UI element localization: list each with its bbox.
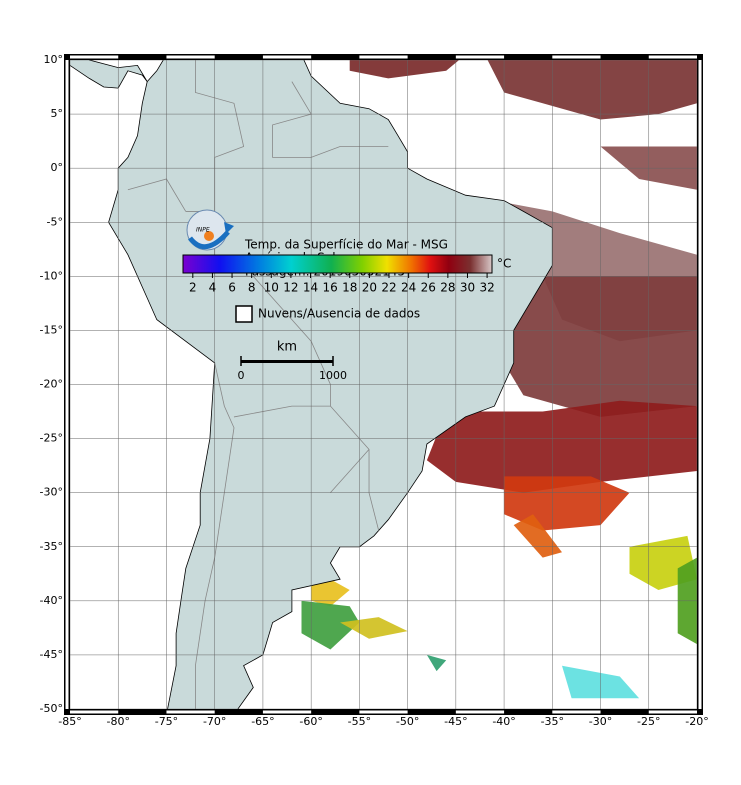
title: Temp. da Superfície do Mar - MSG bbox=[244, 238, 448, 252]
y-tick-label: -50° bbox=[40, 702, 63, 715]
scale-unit: km bbox=[277, 340, 297, 355]
sst-patch bbox=[487, 60, 697, 120]
x-tick-label: -55° bbox=[348, 715, 371, 728]
sst-patch bbox=[426, 400, 697, 493]
x-tick-label: -75° bbox=[155, 715, 178, 728]
colorbar-tick-label: 22 bbox=[381, 281, 396, 295]
x-tick-label: -25° bbox=[637, 715, 660, 728]
sst-patch bbox=[340, 617, 408, 639]
border bbox=[233, 405, 331, 418]
colorbar-tick-label: 26 bbox=[421, 281, 436, 295]
border bbox=[272, 81, 389, 158]
y-tick-label: -40° bbox=[40, 594, 63, 607]
y-tick-label: -35° bbox=[40, 540, 63, 553]
legend-box bbox=[235, 305, 253, 323]
colorbar-tick-label: 20 bbox=[362, 281, 377, 295]
x-tick-label: -70° bbox=[203, 715, 226, 728]
sst-patch bbox=[349, 60, 460, 79]
colorbar-tick-label: 6 bbox=[228, 281, 236, 295]
y-tick-label: -10° bbox=[40, 269, 63, 282]
y-tick-label: -5° bbox=[47, 215, 63, 228]
y-tick-label: 0° bbox=[51, 161, 64, 174]
logo-sun bbox=[204, 231, 214, 241]
x-tick-label: -80° bbox=[106, 715, 129, 728]
colorbar-tick-label: 16 bbox=[323, 281, 338, 295]
sst-patch bbox=[301, 600, 360, 650]
colorbar bbox=[182, 254, 493, 274]
annotations: 2 4 6 8 10 12 14 16 18 20 22 24 26 28 30 320 1000 bbox=[189, 273, 495, 382]
x-tick-label: -40° bbox=[492, 715, 515, 728]
colorbar-tick-label: 32 bbox=[479, 281, 494, 295]
logo-arrow bbox=[224, 222, 234, 234]
x-tick-label: -50° bbox=[396, 715, 419, 728]
scale-tick-label: 0 bbox=[238, 369, 245, 382]
scale-tick-label: 1000 bbox=[319, 369, 347, 382]
colorbar-tick-label: 4 bbox=[209, 281, 217, 295]
legend-label: Nuvens/Ausencia de dados bbox=[258, 307, 420, 321]
x-tick-label: -85° bbox=[58, 715, 81, 728]
sst-patch bbox=[504, 476, 630, 531]
colorbar-unit: °C bbox=[497, 257, 511, 271]
y-tick-label: 5° bbox=[51, 107, 64, 120]
x-tick-label: -45° bbox=[444, 715, 467, 728]
colorbar-tick-label: 24 bbox=[401, 281, 416, 295]
colorbar-tick-label: 18 bbox=[342, 281, 357, 295]
colorbar-tick-label: 28 bbox=[440, 281, 455, 295]
map-area bbox=[70, 60, 697, 709]
x-tick-label: -35° bbox=[541, 715, 564, 728]
colorbar-tick-label: 2 bbox=[189, 281, 197, 295]
sst-patch bbox=[311, 579, 350, 607]
y-tick-label: -45° bbox=[40, 648, 63, 661]
colorbar-tick-label: 14 bbox=[303, 281, 318, 295]
colorbar-tick-label: 30 bbox=[460, 281, 475, 295]
y-tick-label: 10° bbox=[44, 53, 64, 66]
x-tick-label: -30° bbox=[589, 715, 612, 728]
logo-arc bbox=[188, 230, 230, 250]
x-tick-label: -65° bbox=[251, 715, 274, 728]
y-tick-label: -15° bbox=[40, 323, 63, 336]
sst-patch bbox=[426, 654, 447, 672]
scale-bar bbox=[241, 360, 333, 363]
land bbox=[70, 60, 148, 89]
x-tick-label: -60° bbox=[299, 715, 322, 728]
y-tick-label: -30° bbox=[40, 486, 63, 499]
x-tick-label: -20° bbox=[685, 715, 708, 728]
colorbar-tick-label: 10 bbox=[264, 281, 279, 295]
colorbar-tick-label: 8 bbox=[248, 281, 256, 295]
y-tick-label: -20° bbox=[40, 378, 63, 391]
colorbar-tick-label: 12 bbox=[283, 281, 298, 295]
grid: -85° -80° -75° -70° -65° -60° -55° -50° -45° -40°… bbox=[40, 53, 709, 728]
y-tick-label: -25° bbox=[40, 432, 63, 445]
logo-text: INPE bbox=[196, 227, 210, 234]
